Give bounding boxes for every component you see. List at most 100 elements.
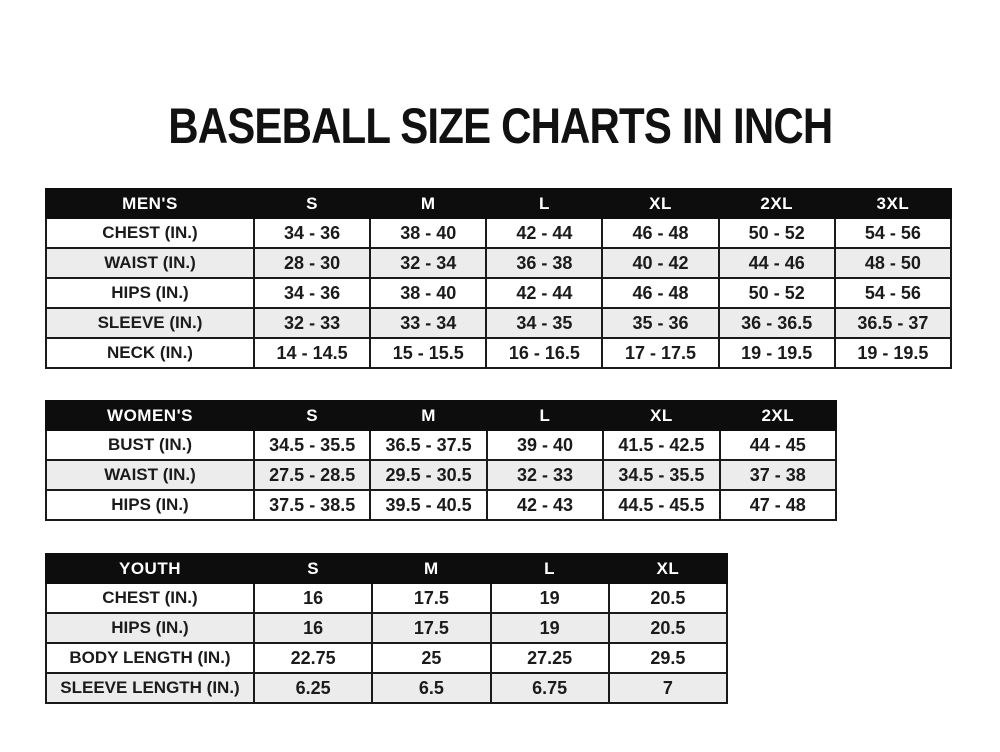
value-cell: 42 - 44 bbox=[485, 217, 604, 249]
table-row: HIPS (IN.) 34 - 36 38 - 40 42 - 44 46 - 48 50… bbox=[45, 277, 953, 309]
size-column-header: S bbox=[252, 553, 374, 584]
value-cell: 32 - 33 bbox=[485, 459, 605, 491]
value-cell: 22.75 bbox=[252, 642, 374, 674]
value-cell: 48 - 50 bbox=[833, 247, 953, 279]
value-cell: 6.5 bbox=[371, 672, 492, 704]
value-cell: 15 - 15.5 bbox=[369, 337, 488, 369]
row-label: HIPS (IN.) bbox=[45, 612, 255, 644]
size-column-header: M bbox=[369, 400, 488, 431]
size-column-header: L bbox=[485, 400, 605, 431]
value-cell: 46 - 48 bbox=[601, 217, 720, 249]
row-label: BODY LENGTH (IN.) bbox=[45, 642, 255, 674]
value-cell: 27.5 - 28.5 bbox=[252, 459, 372, 491]
value-cell: 38 - 40 bbox=[369, 277, 488, 309]
value-cell: 39 - 40 bbox=[485, 429, 605, 461]
row-label: SLEEVE (IN.) bbox=[45, 307, 255, 339]
size-column-header: M bbox=[369, 188, 488, 219]
value-cell: 7 bbox=[607, 672, 729, 704]
header-row: MEN'S S M L XL 2XL 3XL bbox=[45, 188, 953, 219]
table-row: BODY LENGTH (IN.) 22.75 25 27.25 29.5 bbox=[45, 642, 729, 674]
table-row: WAIST (IN.) 28 - 30 32 - 34 36 - 38 40 - 42 4… bbox=[45, 247, 953, 279]
table-title-cell: MEN'S bbox=[45, 188, 255, 219]
value-cell: 16 bbox=[252, 612, 374, 644]
table-row: BUST (IN.) 34.5 - 35.5 36.5 - 37.5 39 - 40 4… bbox=[45, 429, 838, 461]
value-cell: 16 - 16.5 bbox=[485, 337, 604, 369]
table-title-cell: WOMEN'S bbox=[45, 400, 255, 431]
value-cell: 19 - 19.5 bbox=[833, 337, 953, 369]
value-cell: 44.5 - 45.5 bbox=[602, 489, 721, 521]
row-label: SLEEVE LENGTH (IN.) bbox=[45, 672, 255, 704]
value-cell: 37.5 - 38.5 bbox=[252, 489, 372, 521]
value-cell: 44 - 46 bbox=[717, 247, 836, 279]
value-cell: 32 - 33 bbox=[252, 307, 372, 339]
value-cell: 34 - 36 bbox=[252, 217, 372, 249]
value-cell: 19 bbox=[489, 612, 610, 644]
value-cell: 20.5 bbox=[607, 612, 729, 644]
value-cell: 35 - 36 bbox=[601, 307, 720, 339]
value-cell: 29.5 bbox=[607, 642, 729, 674]
page-title: BASEBALL SIZE CHARTS IN INCH bbox=[0, 100, 1000, 152]
value-cell: 14 - 14.5 bbox=[252, 337, 372, 369]
table-row: HIPS (IN.) 16 17.5 19 20.5 bbox=[45, 612, 729, 644]
value-cell: 54 - 56 bbox=[833, 277, 953, 309]
value-cell: 47 - 48 bbox=[718, 489, 838, 521]
size-column-header: XL bbox=[602, 400, 721, 431]
size-column-header: S bbox=[252, 400, 372, 431]
value-cell: 6.25 bbox=[252, 672, 374, 704]
mens-size-table: MEN'S S M L XL 2XL 3XL CHEST (IN.) 34 - 36 38 - 4… bbox=[45, 188, 953, 369]
value-cell: 34.5 - 35.5 bbox=[602, 459, 721, 491]
table-row: HIPS (IN.) 37.5 - 38.5 39.5 - 40.5 42 - 43 4… bbox=[45, 489, 838, 521]
size-column-header: 2XL bbox=[718, 400, 838, 431]
value-cell: 42 - 44 bbox=[485, 277, 604, 309]
value-cell: 19 bbox=[489, 582, 610, 614]
value-cell: 28 - 30 bbox=[252, 247, 372, 279]
value-cell: 32 - 34 bbox=[369, 247, 488, 279]
header-row: WOMEN'S S M L XL 2XL bbox=[45, 400, 838, 431]
table-row: SLEEVE (IN.) 32 - 33 33 - 34 34 - 35 35 - 36… bbox=[45, 307, 953, 339]
size-column-header: 3XL bbox=[833, 188, 953, 219]
size-column-header: XL bbox=[607, 553, 729, 584]
value-cell: 38 - 40 bbox=[369, 217, 488, 249]
size-column-header: M bbox=[371, 553, 492, 584]
value-cell: 16 bbox=[252, 582, 374, 614]
table-row: WAIST (IN.) 27.5 - 28.5 29.5 - 30.5 32 - 33… bbox=[45, 459, 838, 491]
value-cell: 19 - 19.5 bbox=[717, 337, 836, 369]
value-cell: 29.5 - 30.5 bbox=[369, 459, 488, 491]
row-label: HIPS (IN.) bbox=[45, 489, 255, 521]
value-cell: 44 - 45 bbox=[718, 429, 838, 461]
row-label: WAIST (IN.) bbox=[45, 459, 255, 491]
value-cell: 36.5 - 37.5 bbox=[369, 429, 488, 461]
size-column-header: L bbox=[485, 188, 604, 219]
value-cell: 36 - 38 bbox=[485, 247, 604, 279]
value-cell: 39.5 - 40.5 bbox=[369, 489, 488, 521]
row-label: CHEST (IN.) bbox=[45, 217, 255, 249]
size-column-header: S bbox=[252, 188, 372, 219]
womens-size-table: WOMEN'S S M L XL 2XL BUST (IN.) 34.5 - 35.5 36.5… bbox=[45, 400, 838, 521]
value-cell: 36 - 36.5 bbox=[717, 307, 836, 339]
row-label: HIPS (IN.) bbox=[45, 277, 255, 309]
value-cell: 17.5 bbox=[371, 582, 492, 614]
value-cell: 6.75 bbox=[489, 672, 610, 704]
value-cell: 50 - 52 bbox=[717, 277, 836, 309]
row-label: WAIST (IN.) bbox=[45, 247, 255, 279]
value-cell: 54 - 56 bbox=[833, 217, 953, 249]
value-cell: 25 bbox=[371, 642, 492, 674]
value-cell: 34.5 - 35.5 bbox=[252, 429, 372, 461]
value-cell: 17.5 bbox=[371, 612, 492, 644]
value-cell: 50 - 52 bbox=[717, 217, 836, 249]
table-title-cell: YOUTH bbox=[45, 553, 255, 584]
size-column-header: 2XL bbox=[717, 188, 836, 219]
value-cell: 34 - 35 bbox=[485, 307, 604, 339]
size-column-header: L bbox=[489, 553, 610, 584]
youth-size-table: YOUTH S M L XL CHEST (IN.) 16 17.5 19 20.5 HIPS (I… bbox=[45, 553, 729, 704]
value-cell: 27.25 bbox=[489, 642, 610, 674]
table-row: CHEST (IN.) 16 17.5 19 20.5 bbox=[45, 582, 729, 614]
row-label: CHEST (IN.) bbox=[45, 582, 255, 614]
value-cell: 36.5 - 37 bbox=[833, 307, 953, 339]
value-cell: 46 - 48 bbox=[601, 277, 720, 309]
page-title-text: BASEBALL SIZE CHARTS IN INCH bbox=[167, 97, 833, 154]
value-cell: 34 - 36 bbox=[252, 277, 372, 309]
row-label: NECK (IN.) bbox=[45, 337, 255, 369]
size-column-header: XL bbox=[601, 188, 720, 219]
value-cell: 33 - 34 bbox=[369, 307, 488, 339]
